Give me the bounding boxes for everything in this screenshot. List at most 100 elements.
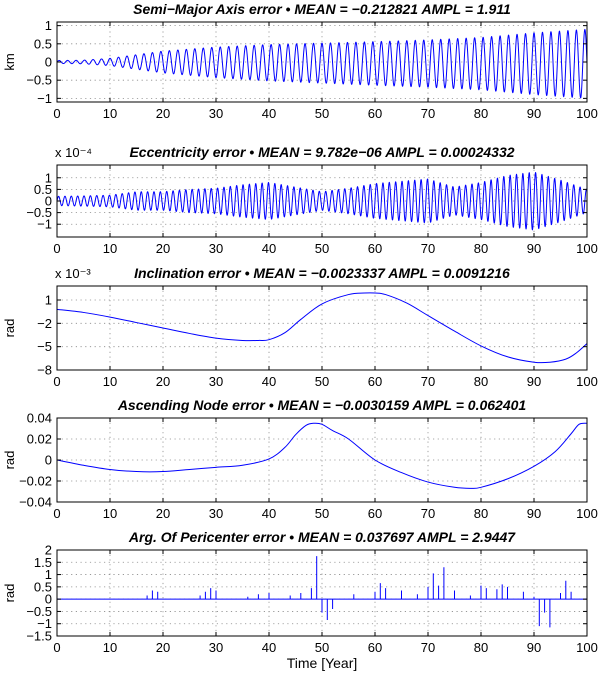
x-tick-label: 60 xyxy=(368,241,382,256)
x-tick-label: 100 xyxy=(576,106,598,121)
chart-title: Arg. Of Pericenter error • MEAN = 0.0376… xyxy=(128,529,516,545)
y-tick-label: −2 xyxy=(37,316,52,331)
y-tick-label: 1.5 xyxy=(34,555,52,570)
x-tick-label: 10 xyxy=(103,374,117,389)
x-tick-label: 10 xyxy=(103,241,117,256)
x-tick-label: 50 xyxy=(315,374,329,389)
y-tick-label: −1 xyxy=(37,616,52,631)
x-tick-label: 100 xyxy=(576,241,598,256)
x-tick-label: 50 xyxy=(315,106,329,121)
x-tick-label: 0 xyxy=(53,106,60,121)
x-tick-label: 50 xyxy=(315,640,329,655)
y-tick-label: 1 xyxy=(45,170,52,185)
x-tick-label: 0 xyxy=(53,506,60,521)
x-tick-label: 0 xyxy=(53,640,60,655)
chart-title: Ascending Node error • MEAN = −0.0030159… xyxy=(117,397,527,413)
y-tick-label: 0 xyxy=(45,592,52,607)
x-axis-label: Time [Year] xyxy=(287,655,358,671)
y-tick-label: 1 xyxy=(45,293,52,308)
x-tick-label: 60 xyxy=(368,506,382,521)
x-tick-label: 30 xyxy=(209,374,223,389)
x-tick-label: 80 xyxy=(474,106,488,121)
y-tick-label: 2 xyxy=(45,543,52,558)
x-tick-label: 10 xyxy=(103,640,117,655)
x-tick-label: 60 xyxy=(368,374,382,389)
x-tick-label: 10 xyxy=(103,506,117,521)
chart-panel-5: 0 10 20 30 40 50 60 70 80 90 10021.510.50−0.5−1−1.… xyxy=(2,529,598,671)
data-series-1 xyxy=(57,171,587,231)
y-tick-label: −0.04 xyxy=(19,495,52,510)
x-tick-label: 0 xyxy=(53,241,60,256)
x-tick-label: 20 xyxy=(156,506,170,521)
y-axis-label: rad xyxy=(2,451,17,470)
data-series-1 xyxy=(57,556,587,628)
x-tick-label: 60 xyxy=(368,106,382,121)
x-tick-label: 20 xyxy=(156,241,170,256)
y-tick-label: 0 xyxy=(45,453,52,468)
x-tick-label: 90 xyxy=(527,241,541,256)
y-tick-label: −0.5 xyxy=(26,205,52,220)
x-tick-label: 30 xyxy=(209,241,223,256)
chart-title: Semi−Major Axis error • MEAN = −0.212821… xyxy=(133,1,511,17)
x-tick-label: 30 xyxy=(209,506,223,521)
x-tick-label: 30 xyxy=(209,640,223,655)
x-tick-label: 90 xyxy=(527,106,541,121)
y-tick-label: −0.5 xyxy=(26,604,52,619)
x-tick-label: 80 xyxy=(474,506,488,521)
y-tick-label: 0.5 xyxy=(34,182,52,197)
x-tick-label: 70 xyxy=(421,374,435,389)
chart-panel-1: 0 10 20 30 40 50 60 70 80 90 100 1 0.5 0 −0.5 −1 Semi−Ma… xyxy=(2,1,598,121)
x-tick-label: 70 xyxy=(421,241,435,256)
y-tick-label: −8 xyxy=(37,363,52,378)
data-series-1 xyxy=(57,292,587,364)
grid-lines xyxy=(57,22,587,102)
x-tick-label: 40 xyxy=(262,106,276,121)
x-tick-label: 0 xyxy=(53,374,60,389)
x-tick-label: 100 xyxy=(576,374,598,389)
y-tick-label: 0 xyxy=(45,55,52,70)
x-tick-label: 20 xyxy=(156,640,170,655)
plot-frame xyxy=(56,21,588,103)
y-tick-label: 0.5 xyxy=(34,579,52,594)
y-axis-label: km xyxy=(2,53,17,70)
y-axis-multiplier: x 10⁻³ xyxy=(55,266,91,281)
x-tick-label: 40 xyxy=(262,506,276,521)
x-tick-label: 40 xyxy=(262,374,276,389)
x-tick-label: 90 xyxy=(527,506,541,521)
chart-panel-3: 0 10 20 30 40 50 60 70 80 90 100 1 −2 −5 −8 Inclination… xyxy=(2,265,598,389)
grid-lines xyxy=(57,286,587,370)
x-tick-label: 100 xyxy=(576,640,598,655)
x-tick-label: 50 xyxy=(315,506,329,521)
x-tick-label: 40 xyxy=(262,241,276,256)
y-axis-label: rad xyxy=(2,584,17,603)
y-tick-label: 0 xyxy=(45,194,52,209)
y-tick-label: 1 xyxy=(45,18,52,33)
chart-panel-4: 0 10 20 30 40 50 60 70 80 90 100 0.04 0.02 0 −0.02 −0.0… xyxy=(2,397,598,521)
x-tick-label: 20 xyxy=(156,374,170,389)
x-tick-label: 90 xyxy=(527,640,541,655)
y-tick-label: 0.02 xyxy=(27,432,52,447)
x-tick-label: 90 xyxy=(527,374,541,389)
y-tick-label: −1 xyxy=(37,217,52,232)
x-tick-label: 70 xyxy=(421,506,435,521)
chart-panel-2: 0 10 20 30 40 50 60 70 80 90 10010.50−0.5−1Eccentr… xyxy=(26,144,598,256)
x-tick-label: 10 xyxy=(103,106,117,121)
chart-title: Eccentricity error • MEAN = 9.782e−06 AM… xyxy=(129,144,514,160)
grid-lines xyxy=(57,418,587,502)
y-tick-label: −5 xyxy=(37,339,52,354)
x-tick-label: 30 xyxy=(209,106,223,121)
data-series-1 xyxy=(57,422,587,489)
x-tick-label: 100 xyxy=(576,506,598,521)
y-tick-label: −1.5 xyxy=(26,629,52,644)
y-tick-label: −1 xyxy=(37,91,52,106)
y-tick-label: 0.04 xyxy=(27,411,52,426)
x-tick-label: 80 xyxy=(474,640,488,655)
x-tick-label: 60 xyxy=(368,640,382,655)
x-tick-label: 40 xyxy=(262,640,276,655)
y-axis-label: rad xyxy=(2,319,17,338)
y-tick-label: 1 xyxy=(45,567,52,582)
data-series-1 xyxy=(57,28,587,99)
y-tick-label: −0.5 xyxy=(26,73,52,88)
x-tick-label: 80 xyxy=(474,241,488,256)
